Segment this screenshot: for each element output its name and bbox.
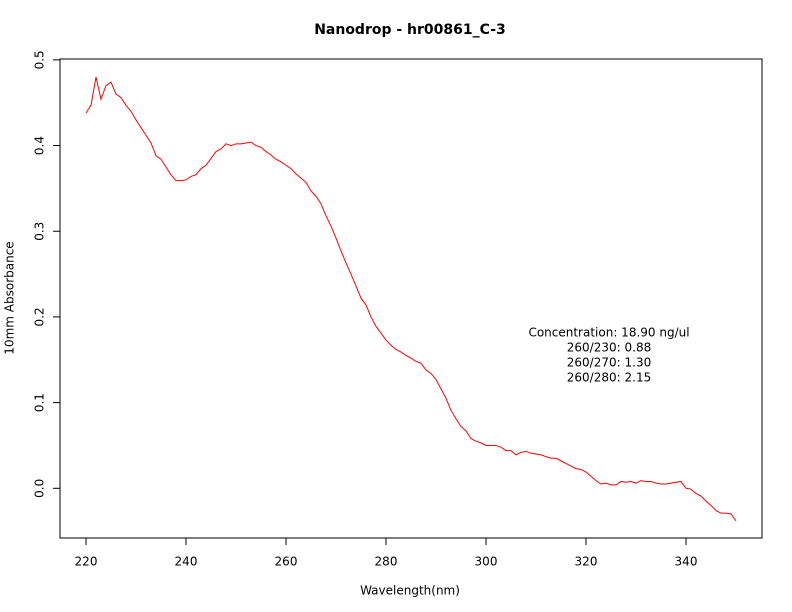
y-axis-label: 10mm Absorbance: [3, 241, 17, 354]
x-tick-label: 240: [175, 555, 198, 569]
data-line: [85, 76, 737, 522]
y-tick-label: 0.5: [33, 50, 47, 69]
annotation: Concentration: 18.90 ng/ul: [528, 326, 689, 340]
x-tick-label: 220: [75, 555, 98, 569]
y-tick-label: 0.0: [33, 479, 47, 498]
y-tick-label: 0.1: [33, 393, 47, 412]
y-tick-label: 0.3: [33, 222, 47, 241]
annotation: 260/230: 0.88: [567, 341, 651, 355]
annotation: 260/270: 1.30: [567, 356, 651, 370]
y-tick-label: 0.4: [33, 136, 47, 155]
chart-title: Nanodrop - hr00861_C-3: [314, 22, 506, 38]
x-tick-label: 320: [575, 555, 598, 569]
plot-frame: [59, 58, 763, 539]
x-tick-label: 340: [675, 555, 698, 569]
x-tick-label: 280: [375, 555, 398, 569]
annotation: 260/280: 2.15: [567, 371, 651, 385]
x-tick-label: 300: [475, 555, 498, 569]
x-tick-label: 260: [275, 555, 298, 569]
y-tick-label: 0.2: [33, 307, 47, 326]
x-axis-label: Wavelength(nm): [360, 584, 460, 598]
